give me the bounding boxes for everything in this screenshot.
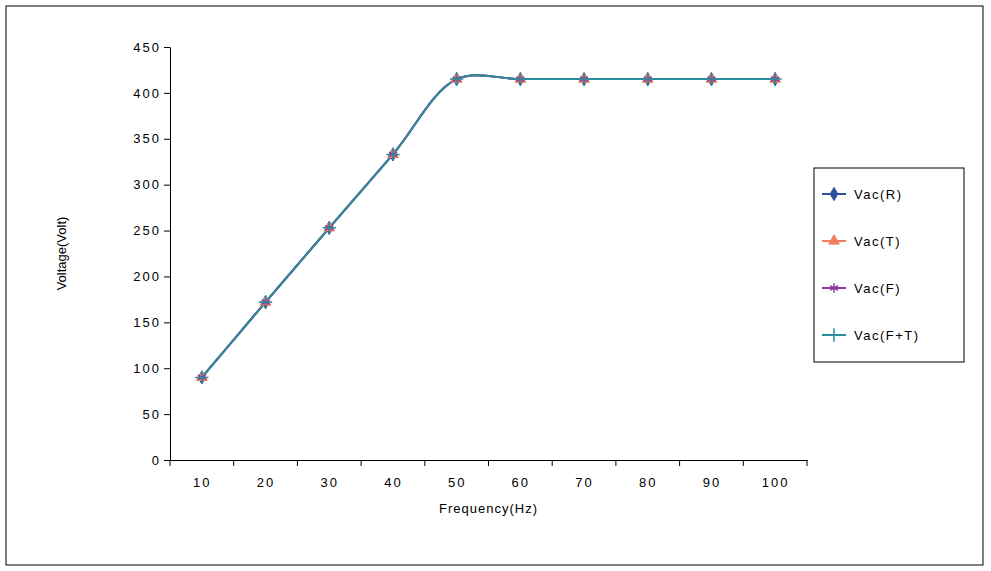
x-tick-label: 50 <box>448 475 466 490</box>
y-tick-label: 300 <box>133 177 161 192</box>
y-tick-mark <box>164 460 170 461</box>
x-boundary-tick <box>552 460 553 466</box>
x-boundary-tick <box>488 460 489 466</box>
x-axis-title: Frequency(Hz) <box>439 501 538 516</box>
series-line <box>202 75 775 377</box>
legend-marker <box>830 283 838 292</box>
y-tick-mark <box>164 322 170 323</box>
x-tick: 90 <box>703 460 721 490</box>
y-tick: 450 <box>133 40 170 55</box>
y-tick-mark <box>164 368 170 369</box>
series-line <box>202 75 775 377</box>
y-tick-label: 450 <box>133 40 161 55</box>
series-marker <box>705 72 718 85</box>
series-marker <box>768 72 781 85</box>
x-tick: 80 <box>639 460 657 490</box>
series-marker <box>450 72 463 85</box>
x-tick-label: 40 <box>384 475 402 490</box>
y-tick: 50 <box>143 407 170 422</box>
series-marker <box>514 72 527 85</box>
x-tick: 60 <box>512 460 530 490</box>
x-boundary-tick <box>233 460 234 466</box>
legend-label: Vac(F) <box>854 281 901 296</box>
x-tick-label: 80 <box>639 475 657 490</box>
x-tick-label: 100 <box>762 475 790 490</box>
chart: 0 50 100 150 200 250 300 350 400 450 10 20 30 40 50 60 7… <box>0 0 991 571</box>
x-tick-label: 30 <box>321 475 339 490</box>
y-tick-label: 400 <box>133 86 161 101</box>
y-tick-mark <box>164 231 170 232</box>
y-tick: 250 <box>133 223 170 238</box>
y-tick-label: 0 <box>152 453 161 468</box>
chart-frame <box>6 6 983 565</box>
y-tick-mark <box>164 414 170 415</box>
legend-frame <box>814 168 964 362</box>
x-boundary-tick <box>361 460 362 466</box>
y-axis-title: Voltage(Volt) <box>54 217 69 291</box>
y-tick: 100 <box>133 361 170 376</box>
series-line <box>202 75 775 377</box>
x-axis: 10 20 30 40 50 60 70 80 90 100 <box>171 460 808 490</box>
x-boundary-tick <box>807 460 808 466</box>
y-tick-mark <box>164 47 170 48</box>
x-tick: 20 <box>257 460 275 490</box>
y-tick: 200 <box>133 269 170 284</box>
x-boundary-tick <box>615 460 616 466</box>
legend-label: Vac(R) <box>854 187 902 202</box>
x-tick-label: 20 <box>257 475 275 490</box>
series-marker <box>641 72 654 85</box>
x-tick: 50 <box>448 460 466 490</box>
x-boundary-tick <box>297 460 298 466</box>
y-tick: 400 <box>133 86 170 101</box>
x-boundary-tick <box>170 460 171 466</box>
x-tick: 70 <box>575 460 593 490</box>
x-tick: 30 <box>321 460 339 490</box>
y-tick-label: 200 <box>133 269 161 284</box>
legend-marker <box>829 235 840 244</box>
y-tick: 350 <box>133 131 170 146</box>
y-tick: 300 <box>133 177 170 192</box>
legend-marker <box>827 328 840 341</box>
x-boundary-tick <box>679 460 680 466</box>
x-tick: 100 <box>762 460 790 490</box>
y-tick-label: 350 <box>133 131 161 146</box>
x-tick: 40 <box>384 460 402 490</box>
y-axis-line <box>170 48 171 461</box>
legend-label: Vac(F+T) <box>854 328 920 343</box>
x-boundary-tick <box>743 460 744 466</box>
y-tick-label: 100 <box>133 361 161 376</box>
series-marker <box>259 295 272 308</box>
y-tick-mark <box>164 185 170 186</box>
y-tick-mark <box>164 139 170 140</box>
y-tick-label: 150 <box>133 315 161 330</box>
y-tick-mark <box>164 276 170 277</box>
series-marker <box>323 221 336 234</box>
x-boundary-tick <box>424 460 425 466</box>
x-tick-label: 60 <box>512 475 530 490</box>
y-tick-label: 250 <box>133 223 161 238</box>
x-tick-label: 90 <box>703 475 721 490</box>
x-tick: 10 <box>193 460 211 490</box>
x-tick-label: 10 <box>193 475 211 490</box>
y-tick: 0 <box>152 453 170 468</box>
plot-area <box>195 72 782 384</box>
series-line <box>202 75 775 377</box>
y-axis: 0 50 100 150 200 250 300 350 400 450 <box>133 40 170 468</box>
legend: Vac(R) Vac(T) Vac(F) Vac(F+T) <box>814 168 964 362</box>
x-tick-label: 70 <box>575 475 593 490</box>
series-marker <box>386 148 399 161</box>
legend-marker <box>830 187 838 200</box>
series-marker <box>577 72 590 85</box>
legend-label: Vac(T) <box>854 234 901 249</box>
y-tick: 150 <box>133 315 170 330</box>
series-marker <box>195 371 208 384</box>
y-tick-mark <box>164 93 170 94</box>
y-tick-label: 50 <box>143 407 161 422</box>
